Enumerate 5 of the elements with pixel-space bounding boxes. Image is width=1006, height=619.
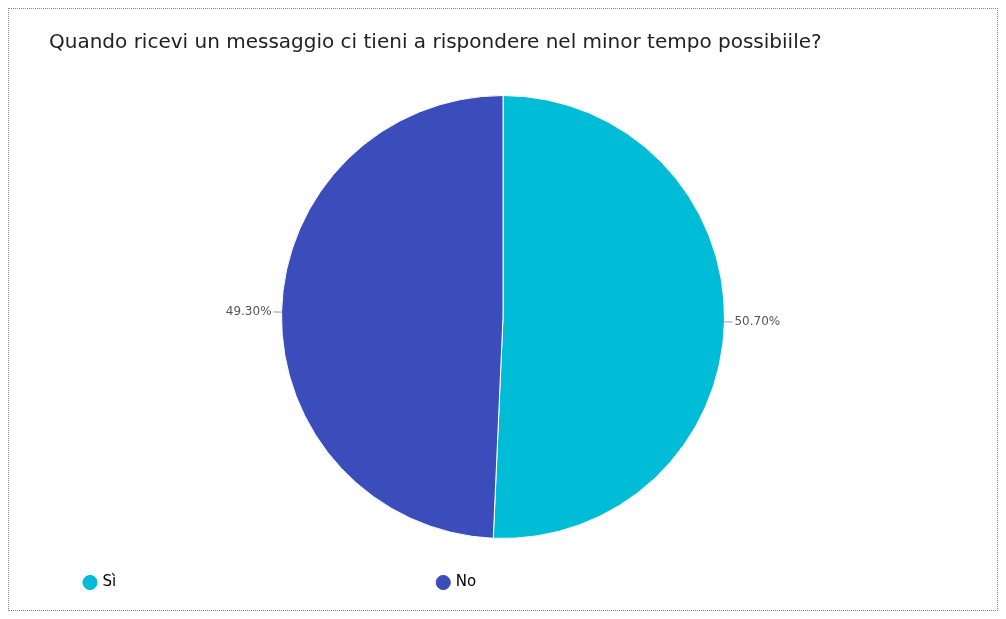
legend-label: No	[455, 572, 763, 591]
legend-label: Sì	[102, 572, 403, 591]
data-label: 50.70%	[734, 314, 781, 329]
data-label: 49.30%	[225, 304, 272, 319]
chart-title: Quando ricevi un messaggio ci tieni a rispondere nel minor tempo possibiile?	[49, 29, 822, 54]
